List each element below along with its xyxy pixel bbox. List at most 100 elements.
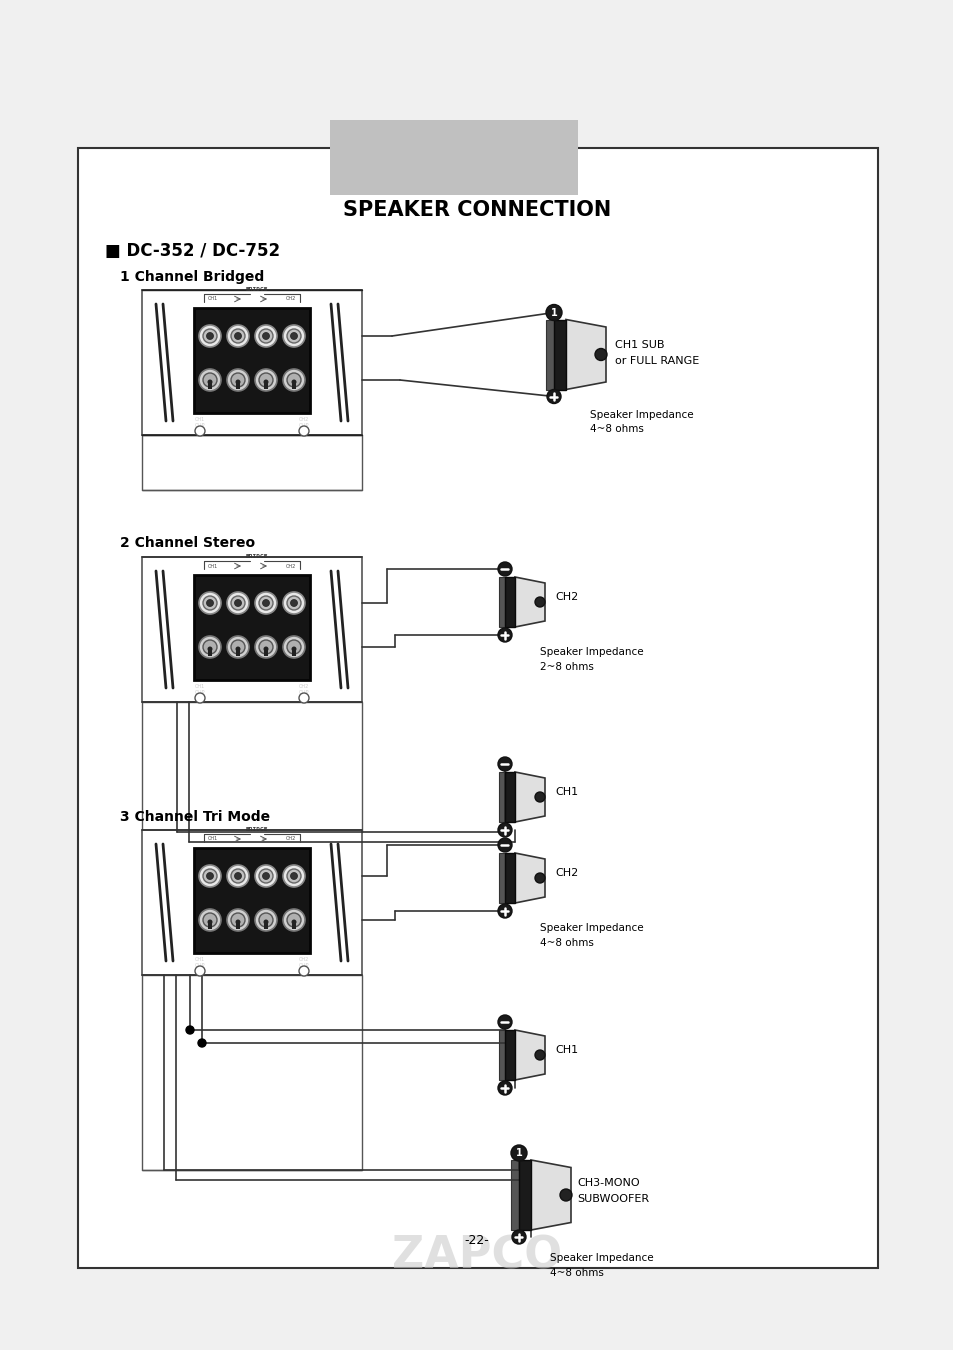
Bar: [264, 649, 268, 656]
Text: CH2
CLIP: CH2 CLIP: [298, 957, 309, 968]
Circle shape: [287, 640, 301, 653]
Bar: [208, 383, 212, 389]
Circle shape: [186, 1026, 193, 1034]
Circle shape: [292, 379, 296, 385]
Circle shape: [206, 599, 213, 606]
Bar: [545, 320, 554, 390]
Circle shape: [497, 1015, 512, 1029]
Text: CH1: CH1: [208, 563, 218, 568]
Circle shape: [235, 647, 240, 652]
Circle shape: [199, 909, 221, 931]
Circle shape: [208, 919, 213, 925]
Circle shape: [231, 640, 245, 653]
Circle shape: [203, 329, 216, 343]
Circle shape: [227, 369, 249, 391]
Circle shape: [235, 379, 240, 385]
Bar: [511, 1160, 518, 1230]
Circle shape: [287, 595, 301, 610]
Circle shape: [283, 593, 305, 614]
Bar: [235, 383, 240, 389]
Text: Speaker Impedance: Speaker Impedance: [589, 409, 693, 420]
Circle shape: [263, 379, 268, 385]
Text: CH1
CLIP: CH1 CLIP: [194, 957, 205, 968]
Bar: [142, 435, 361, 490]
Circle shape: [231, 373, 245, 387]
Bar: [264, 923, 268, 929]
Circle shape: [203, 595, 216, 610]
Text: 2 Channel Stereo: 2 Channel Stereo: [120, 536, 254, 549]
Bar: [518, 1160, 531, 1230]
Circle shape: [291, 599, 297, 606]
Circle shape: [497, 562, 512, 576]
Text: 4~8 ohms: 4~8 ohms: [539, 938, 594, 948]
Bar: [78, 148, 877, 1268]
Text: CH1: CH1: [555, 1045, 578, 1054]
Circle shape: [231, 869, 245, 883]
Circle shape: [199, 369, 221, 391]
Bar: [498, 576, 504, 626]
Circle shape: [194, 693, 205, 703]
Bar: [498, 853, 504, 903]
Bar: [292, 649, 295, 656]
Text: CH2
CLIP: CH2 CLIP: [298, 684, 309, 695]
Circle shape: [292, 919, 296, 925]
Circle shape: [227, 636, 249, 657]
Circle shape: [258, 373, 273, 387]
Circle shape: [535, 597, 544, 608]
Text: CH3-MONO: CH3-MONO: [577, 1179, 639, 1188]
Text: ZAPCO: ZAPCO: [392, 1234, 561, 1277]
Text: or FULL RANGE: or FULL RANGE: [615, 355, 699, 366]
Circle shape: [283, 865, 305, 887]
Circle shape: [546, 390, 560, 404]
Bar: [292, 923, 295, 929]
Bar: [504, 576, 515, 626]
Text: 1: 1: [515, 1148, 522, 1158]
Circle shape: [559, 1189, 572, 1202]
Bar: [235, 649, 240, 656]
Circle shape: [298, 967, 309, 976]
Text: CH2: CH2: [555, 593, 578, 602]
Circle shape: [497, 838, 512, 852]
Text: SUBWOOFER: SUBWOOFER: [577, 1193, 648, 1204]
Circle shape: [231, 913, 245, 927]
Circle shape: [235, 919, 240, 925]
Circle shape: [227, 865, 249, 887]
Circle shape: [263, 919, 268, 925]
Circle shape: [497, 628, 512, 643]
Text: Speaker Impedance: Speaker Impedance: [539, 647, 643, 657]
Circle shape: [283, 909, 305, 931]
Circle shape: [194, 427, 205, 436]
Circle shape: [283, 636, 305, 657]
Circle shape: [199, 865, 221, 887]
Bar: [142, 290, 361, 435]
Text: CH2: CH2: [286, 837, 295, 841]
Circle shape: [497, 824, 512, 837]
Text: BRIDGE: BRIDGE: [246, 554, 268, 559]
Circle shape: [512, 1230, 525, 1243]
Circle shape: [254, 593, 276, 614]
Circle shape: [199, 325, 221, 347]
Polygon shape: [515, 576, 544, 626]
Bar: [235, 923, 240, 929]
Bar: [208, 923, 212, 929]
Polygon shape: [565, 320, 605, 390]
Circle shape: [227, 325, 249, 347]
Circle shape: [234, 872, 241, 879]
Polygon shape: [515, 853, 544, 903]
Circle shape: [203, 869, 216, 883]
Circle shape: [234, 332, 241, 339]
Circle shape: [258, 913, 273, 927]
Text: Speaker Impedance: Speaker Impedance: [550, 1253, 653, 1264]
Circle shape: [258, 595, 273, 610]
Circle shape: [292, 647, 296, 652]
Text: CH1: CH1: [555, 787, 578, 796]
Text: Speaker Impedance: Speaker Impedance: [539, 923, 643, 933]
Circle shape: [595, 348, 606, 360]
Circle shape: [206, 872, 213, 879]
Circle shape: [206, 332, 213, 339]
Circle shape: [262, 872, 269, 879]
Text: 1 Channel Bridged: 1 Channel Bridged: [120, 270, 264, 284]
Text: ■ DC-352 / DC-752: ■ DC-352 / DC-752: [105, 242, 280, 261]
Text: 4~8 ohms: 4~8 ohms: [589, 424, 643, 435]
Circle shape: [254, 325, 276, 347]
